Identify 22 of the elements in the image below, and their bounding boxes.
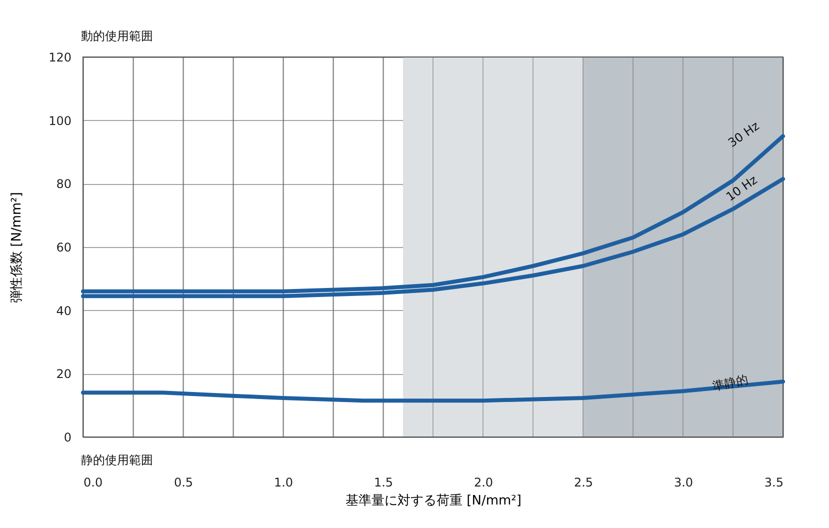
- y-tick-label: 0: [64, 430, 72, 444]
- x-tick-label: 1.5: [374, 476, 394, 490]
- y-tick-label: 60: [56, 240, 72, 254]
- text: 動的使用範囲: [81, 29, 153, 43]
- x-axis-title: 基準量に対する荷重 [N/mm²]: [346, 492, 522, 508]
- text: 30 Hz: [726, 118, 762, 150]
- y-tick-label: 100: [48, 114, 72, 128]
- x-tick-label: 0.0: [84, 476, 103, 490]
- y-tick-label: 40: [56, 304, 72, 318]
- text: 静的使用範囲: [81, 453, 153, 467]
- x-tick-label: 3.5: [764, 476, 784, 490]
- y-tick-label: 80: [56, 177, 72, 192]
- x-tick-label: 2.5: [574, 476, 594, 490]
- x-tick-label: 1.0: [274, 476, 294, 490]
- y-axis-title: 弾性係数 [N/mm²]: [10, 192, 25, 303]
- y-tick-label: 120: [48, 50, 72, 64]
- text: 準静的: [710, 372, 750, 394]
- text: 10 Hz: [724, 172, 760, 204]
- y-tick-label: 20: [56, 367, 72, 382]
- x-tick-label: 2.0: [474, 476, 494, 490]
- x-tick-label: 3.0: [674, 476, 694, 490]
- x-tick-label: 0.5: [174, 476, 194, 490]
